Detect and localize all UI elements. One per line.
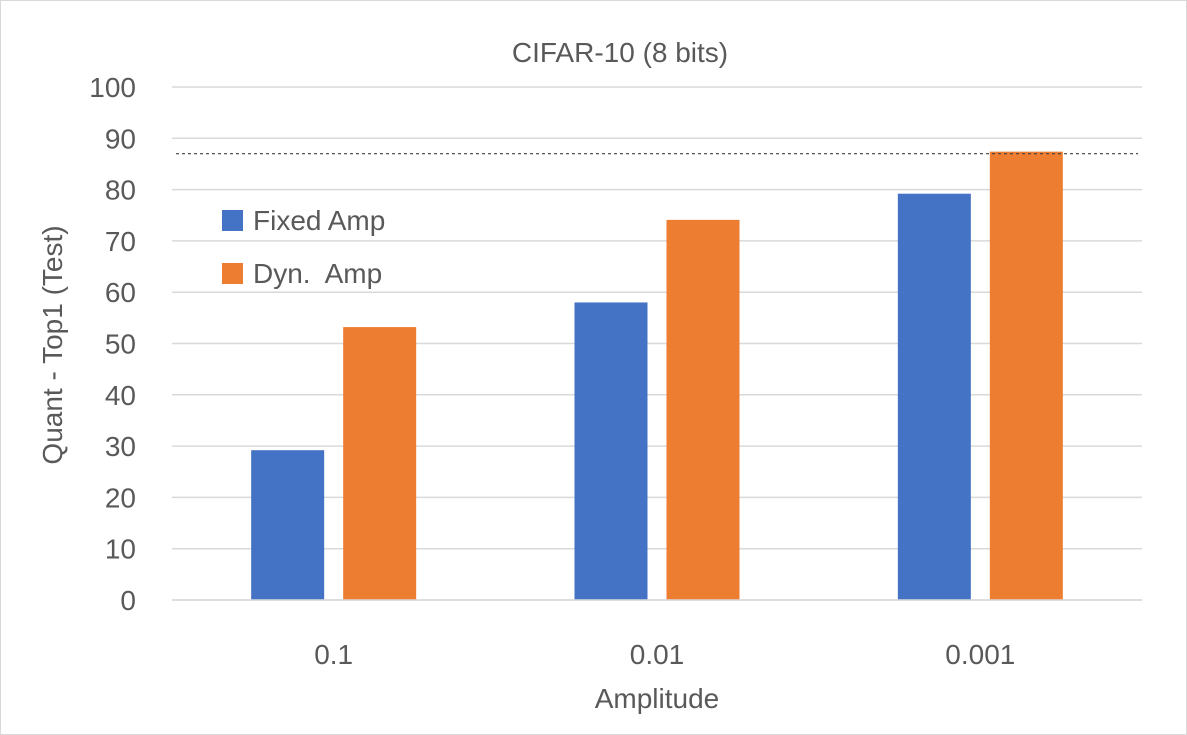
bar-dyn-amp [343,327,417,600]
y-tick-label: 30 [105,431,136,462]
y-tick-label: 50 [105,329,136,360]
y-tick-label: 90 [105,123,136,154]
x-tick-label: 0.1 [314,639,353,670]
x-axis-label: Amplitude [595,683,720,714]
legend-label: Fixed Amp [253,205,385,236]
legend-swatch [222,210,243,231]
x-tick-label: 0.001 [945,639,1015,670]
legend-swatch [222,263,243,284]
x-tick-label: 0.01 [630,639,685,670]
y-tick-label: 20 [105,482,136,513]
y-tick-label: 40 [105,380,136,411]
bar-fixed-amp [251,450,325,600]
bar-fixed-amp [574,302,648,600]
bar-dyn-amp [666,219,740,600]
y-tick-label: 60 [105,277,136,308]
y-tick-label: 80 [105,175,136,206]
y-tick-label: 100 [89,72,136,103]
y-tick-label: 10 [105,534,136,565]
y-tick-labels: 0 10 20 30 40 50 60 70 80 90 100 [89,72,136,616]
bar-dyn-amp [989,151,1063,600]
legend-label: Dyn. Amp [253,258,382,289]
y-tick-label: 0 [120,585,136,616]
chart-title: CIFAR-10 (8 bits) [512,37,728,68]
x-tick-labels: 0.1 0.01 0.001 [314,639,1015,670]
y-axis-label: Quant - Top1 (Test) [37,225,68,464]
legend: Fixed Amp Dyn. Amp [222,205,385,289]
bars [172,151,1142,601]
y-tick-label: 70 [105,226,136,257]
bar-fixed-amp [897,193,971,601]
